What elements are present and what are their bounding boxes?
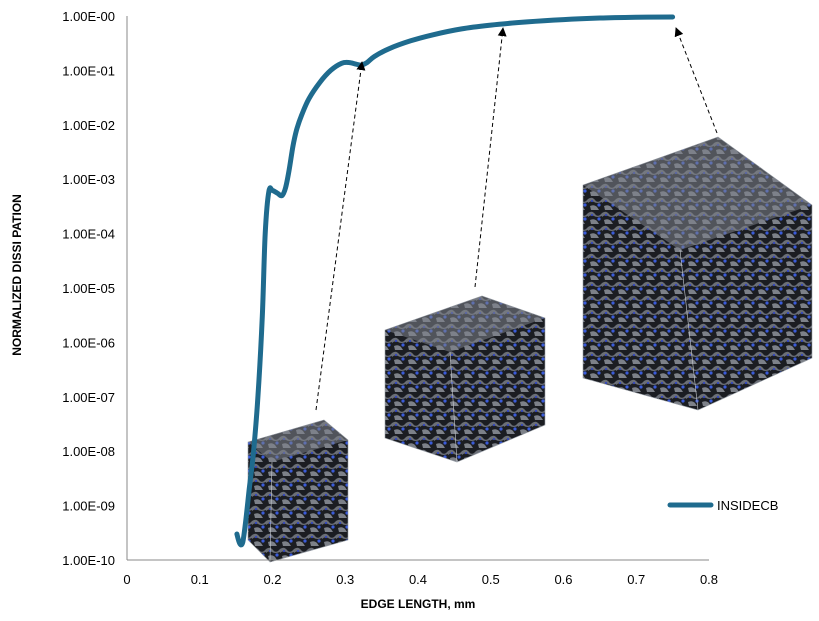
series-layer	[234, 14, 676, 548]
y-tick-label: 1.00E-08	[62, 444, 115, 459]
x-tick-labels: 0 0.1 0.2 0.3 0.4 0.5 0.6 0.7 0.8	[123, 572, 718, 587]
y-tick-label: 1.00E-01	[62, 63, 115, 78]
x-tick-label: 0.3	[336, 572, 354, 587]
y-tick-label: 1.00E-09	[62, 499, 115, 514]
arrow-to-large-cube	[674, 27, 718, 134]
small-cube-inset	[247, 419, 349, 563]
dashed-arrows	[315, 27, 718, 411]
y-tick-label: 1.00E-06	[62, 335, 115, 350]
x-axis-title: EDGE LENGTH, mm	[361, 597, 476, 611]
x-tick-label: 0.1	[191, 572, 209, 587]
y-tick-label: 1.00E-03	[62, 172, 115, 187]
x-tick-label: 0.7	[627, 572, 645, 587]
y-tick-label: 1.00E-02	[62, 118, 115, 133]
x-tick-label: 0.5	[482, 572, 500, 587]
insets	[247, 136, 813, 563]
large-cube-inset	[582, 136, 813, 411]
y-tick-label: 1.00E-04	[62, 227, 115, 242]
y-tick-label: 1.00E-07	[62, 390, 115, 405]
legend: INSIDECB	[667, 498, 778, 513]
legend-label: INSIDECB	[717, 498, 778, 513]
series-line-insidecb	[234, 14, 676, 548]
axes	[126, 16, 709, 561]
x-tick-label: 0.4	[409, 572, 427, 587]
y-tick-label: 1.00E-05	[62, 281, 115, 296]
y-tick-label: 1.00E-00	[62, 9, 115, 24]
y-tick-label: 1.00E-10	[62, 553, 115, 568]
arrow-to-medium-cube	[474, 27, 507, 288]
y-tick-labels: 1.00E-10 1.00E-09 1.00E-08 1.00E-07 1.00E-06…	[62, 9, 115, 568]
medium-cube-inset	[384, 295, 546, 463]
x-tick-label: 0.8	[700, 572, 718, 587]
x-tick-label: 0.6	[554, 572, 572, 587]
x-tick-label: 0.2	[263, 572, 281, 587]
y-axis-title: NORMALIZED DISSI PATION	[10, 194, 24, 356]
arrow-to-small-cube	[315, 61, 366, 411]
x-tick-label: 0	[123, 572, 130, 587]
